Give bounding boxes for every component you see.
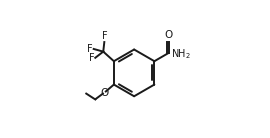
Text: O: O — [100, 87, 109, 98]
Text: F: F — [89, 53, 94, 63]
Text: F: F — [102, 31, 107, 41]
Text: F: F — [87, 44, 93, 54]
Text: NH$_2$: NH$_2$ — [171, 47, 191, 61]
Text: O: O — [164, 30, 172, 40]
